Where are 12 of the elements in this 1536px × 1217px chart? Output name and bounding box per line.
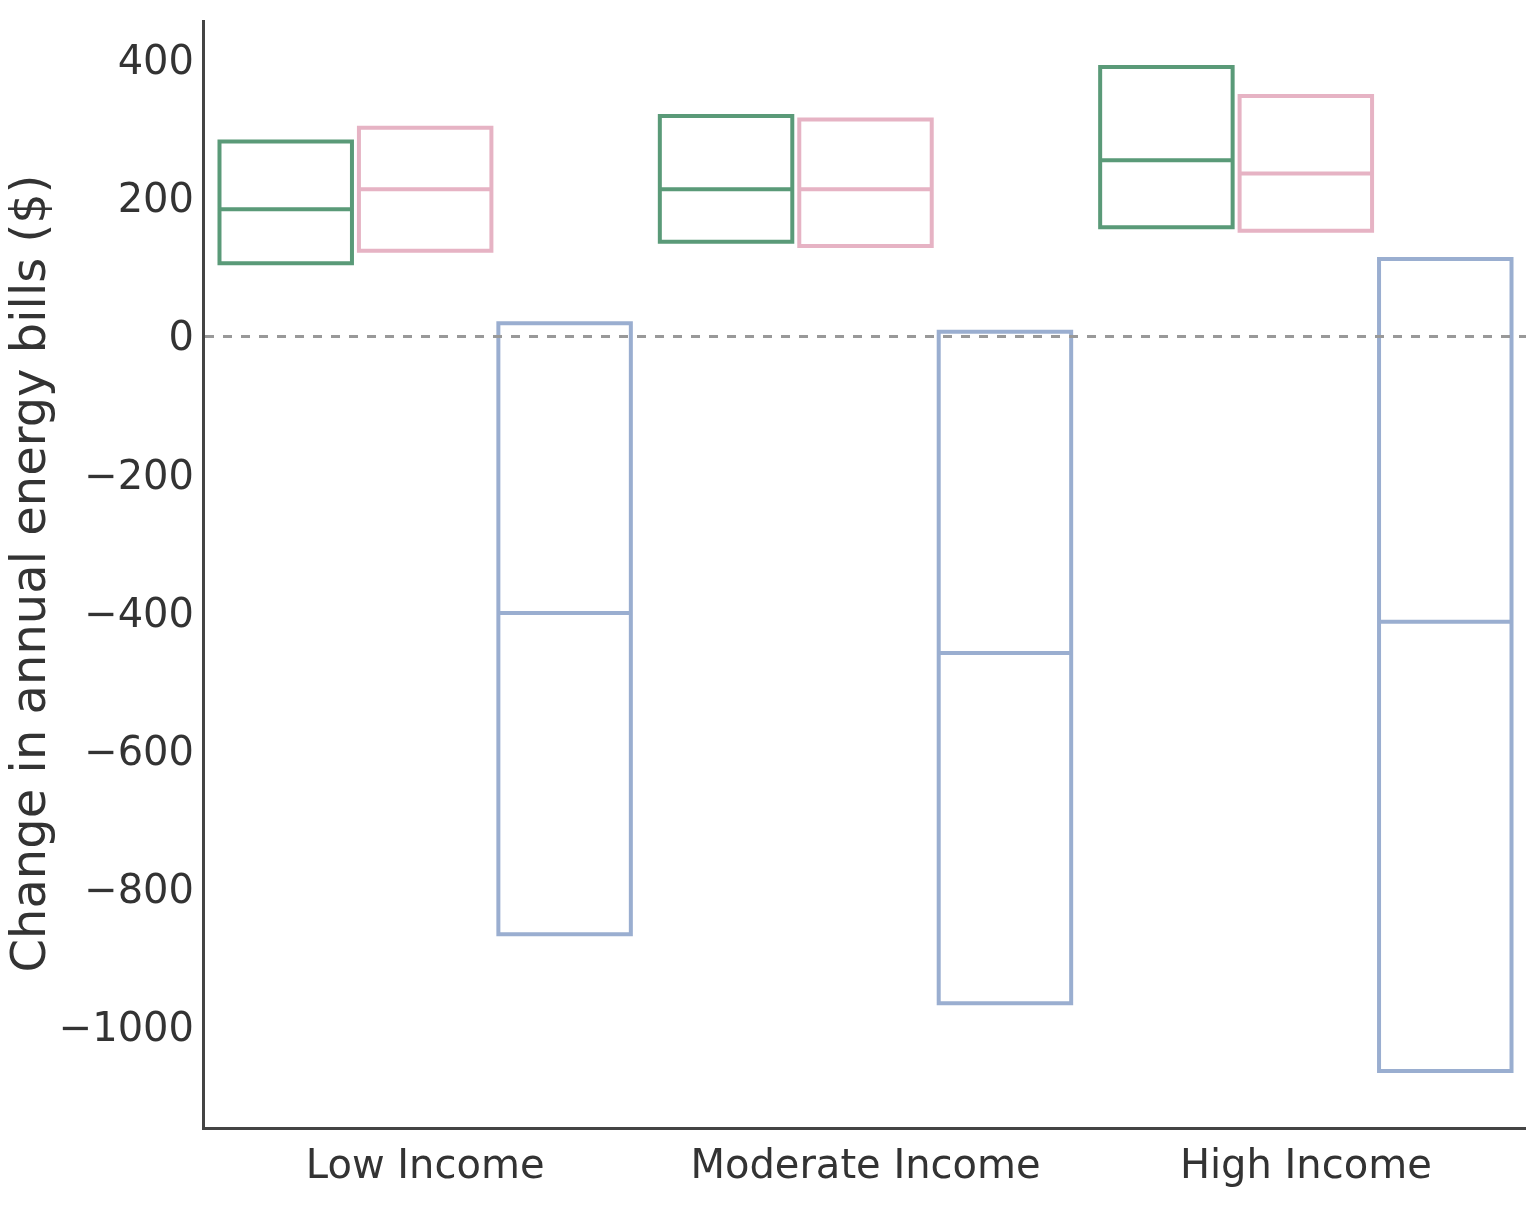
y-axis-title: Change in annual energy bills ($) <box>0 174 56 973</box>
y-tick-label: −200 <box>84 451 194 498</box>
x-tick-label: Low Income <box>305 1141 545 1187</box>
y-tick-label: 400 <box>117 37 194 84</box>
y-tick-label: −400 <box>84 589 194 636</box>
y-tick-label: 0 <box>168 313 194 360</box>
x-tick-label: Moderate Income <box>690 1141 1041 1187</box>
y-tick-label: −1000 <box>58 1004 194 1051</box>
y-tick-label: 200 <box>117 175 194 222</box>
y-tick-label: −600 <box>84 728 194 775</box>
x-tick-label: High Income <box>1179 1141 1432 1187</box>
y-tick-label: −800 <box>84 866 194 913</box>
